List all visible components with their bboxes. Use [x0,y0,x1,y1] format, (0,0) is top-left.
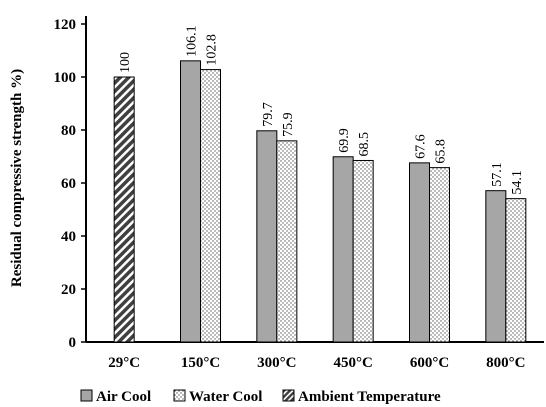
bar-air-800c [485,190,507,343]
x-tick-label: 150°C [181,355,220,371]
data-label: 69.9 [337,128,352,153]
y-axis-title: Residual compressive strength %) [9,69,25,287]
x-tick-label: 29°C [108,355,140,371]
y-tick-label: 80 [61,123,76,139]
legend-swatch-air-cool [80,389,93,402]
data-label: 75.9 [281,112,296,137]
data-label: 65.8 [434,139,449,164]
data-label: 102.8 [205,34,220,66]
data-label: 54.1 [510,170,525,195]
data-label: 57.1 [490,162,505,187]
data-label: 68.5 [357,132,372,157]
data-label: 79.7 [261,102,276,127]
bar-water-300c [276,140,298,343]
x-tick-label: 600°C [410,355,449,371]
bar-air-600c [409,162,430,343]
bars [113,60,527,343]
legend-swatch-water-cool [173,389,186,402]
axes [81,16,544,343]
bar-air-450c [332,156,354,343]
y-tick-label: 60 [61,176,76,192]
data-label: 67.6 [414,134,429,159]
x-tick-label: 450°C [333,355,372,371]
legend: Air Cool Water Cool Ambient Temperature [80,389,441,405]
y-tick-label: 40 [61,229,76,245]
data-label: 106.1 [185,25,200,57]
legend-label-air-cool: Air Cool [96,389,151,405]
y-tick-label: 0 [69,335,77,351]
legend-swatch-ambient-temperature [282,389,295,402]
bar-water-600c [429,167,450,343]
x-tick-label: 800°C [486,355,525,371]
y-tick-label: 120 [54,17,77,33]
bar-water-150c [200,69,221,343]
x-tick-labels: 29°C 150°C 300°C 450°C 600°C 800°C [108,355,525,371]
bar-air-150c [180,60,201,343]
legend-label-water-cool: Water Cool [189,389,262,405]
x-tick-label: 300°C [257,355,296,371]
bar-air-300c [256,130,278,343]
bar-ambient-29c [113,76,135,343]
y-tick-label: 100 [54,70,77,86]
y-tick-labels: 0 20 40 60 80 100 120 [54,17,77,351]
data-label: 100 [118,52,133,73]
y-tick-label: 20 [61,282,76,298]
bar-water-450c [352,159,374,343]
bar-water-800c [505,198,527,343]
data-labels: 100 106.1 102.8 79.7 75.9 69.9 68.5 67.6 65.8 57.… [118,25,525,194]
legend-label-ambient-temperature: Ambient Temperature [298,389,441,405]
